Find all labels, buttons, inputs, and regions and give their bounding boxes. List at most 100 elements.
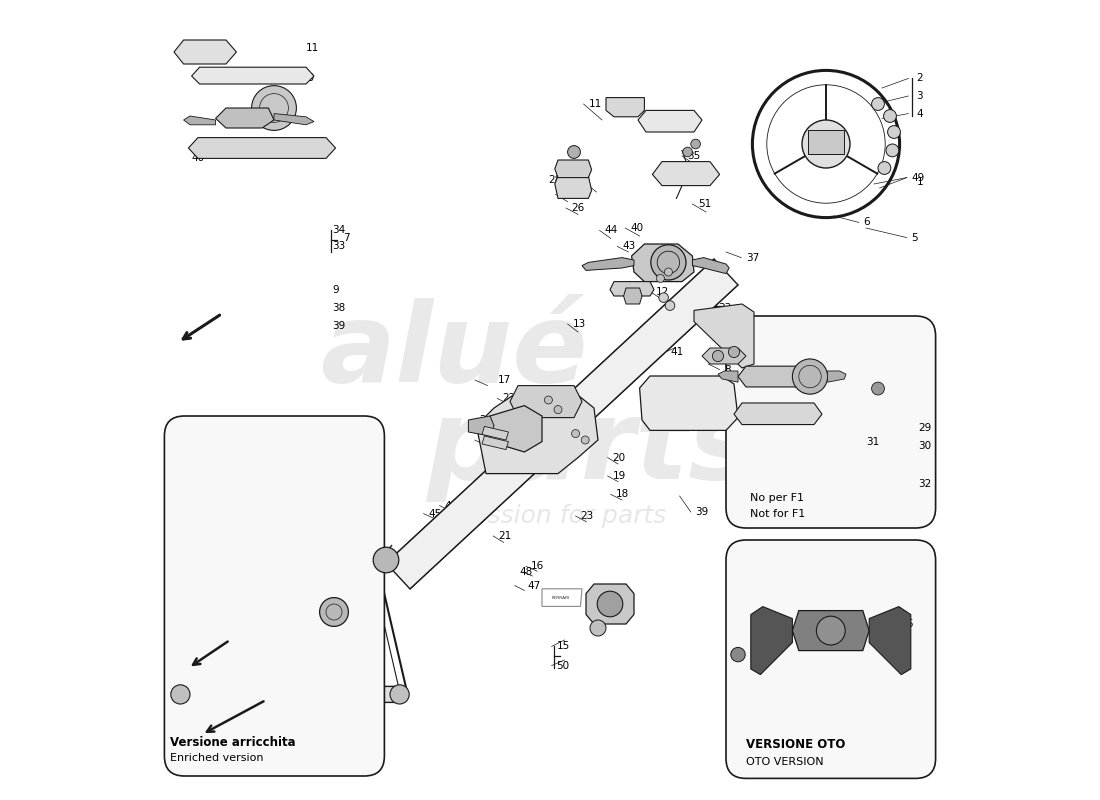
Text: 17: 17 <box>498 375 512 385</box>
Text: No per F1: No per F1 <box>750 493 804 502</box>
Circle shape <box>888 126 901 138</box>
Text: 10: 10 <box>302 74 315 83</box>
Text: parts: parts <box>426 394 755 502</box>
Text: 13: 13 <box>572 319 585 329</box>
Polygon shape <box>184 116 216 125</box>
Polygon shape <box>751 606 792 674</box>
Text: 11: 11 <box>588 99 602 109</box>
Circle shape <box>544 396 552 404</box>
Circle shape <box>683 147 692 157</box>
Text: OTO VERSION: OTO VERSION <box>746 758 824 767</box>
Text: 50: 50 <box>557 661 570 670</box>
Text: 47: 47 <box>528 581 541 590</box>
Text: 5: 5 <box>912 233 918 242</box>
Text: 10: 10 <box>664 114 678 123</box>
Text: 14: 14 <box>667 267 680 277</box>
Circle shape <box>568 146 581 158</box>
Text: 35: 35 <box>688 151 701 161</box>
Text: 9: 9 <box>332 285 339 294</box>
Circle shape <box>691 139 701 149</box>
Circle shape <box>666 301 674 310</box>
Circle shape <box>320 598 349 626</box>
Text: 19: 19 <box>613 471 626 481</box>
Circle shape <box>802 120 850 168</box>
Polygon shape <box>639 376 738 430</box>
Text: 38: 38 <box>332 303 345 313</box>
Text: 33: 33 <box>718 303 732 313</box>
Circle shape <box>590 620 606 636</box>
Polygon shape <box>631 244 694 282</box>
Text: 39: 39 <box>695 507 708 517</box>
Text: 27: 27 <box>560 190 574 199</box>
Circle shape <box>170 685 190 704</box>
Polygon shape <box>692 258 729 274</box>
Polygon shape <box>738 366 806 387</box>
Circle shape <box>657 274 664 282</box>
Polygon shape <box>176 686 408 702</box>
Text: 2: 2 <box>916 74 923 83</box>
Circle shape <box>792 359 827 394</box>
Circle shape <box>597 591 623 617</box>
Polygon shape <box>582 258 634 270</box>
Text: 9: 9 <box>725 387 732 397</box>
Text: 8: 8 <box>725 365 732 374</box>
Circle shape <box>554 406 562 414</box>
Text: 36: 36 <box>682 170 695 179</box>
Polygon shape <box>718 371 738 382</box>
Text: 29: 29 <box>918 423 932 433</box>
Text: 15: 15 <box>557 642 570 651</box>
Text: VERSIONE OTO: VERSIONE OTO <box>746 738 846 751</box>
Circle shape <box>581 436 590 444</box>
Polygon shape <box>606 98 645 117</box>
Polygon shape <box>638 110 702 132</box>
Circle shape <box>871 382 884 395</box>
Circle shape <box>886 144 899 157</box>
Text: 38: 38 <box>718 410 732 419</box>
Text: alué: alué <box>320 298 587 406</box>
Text: 23: 23 <box>581 511 594 521</box>
FancyBboxPatch shape <box>726 540 936 778</box>
Text: 46: 46 <box>444 501 458 510</box>
Text: 41: 41 <box>670 347 683 357</box>
Circle shape <box>664 268 672 276</box>
Text: 34: 34 <box>332 226 345 235</box>
Polygon shape <box>808 130 844 154</box>
Polygon shape <box>554 160 592 178</box>
Circle shape <box>816 616 845 645</box>
Text: 34: 34 <box>718 285 732 294</box>
Polygon shape <box>586 584 634 624</box>
Text: 37: 37 <box>746 253 759 262</box>
Text: 6: 6 <box>864 218 870 227</box>
Text: 3: 3 <box>916 91 923 101</box>
Polygon shape <box>702 348 746 364</box>
Polygon shape <box>386 259 738 589</box>
Text: 22: 22 <box>502 394 515 403</box>
Circle shape <box>713 350 724 362</box>
Text: 43: 43 <box>621 242 636 251</box>
Text: 42: 42 <box>666 330 679 339</box>
Text: 48: 48 <box>519 567 532 577</box>
Text: 39: 39 <box>332 322 345 331</box>
Text: 32: 32 <box>918 479 932 489</box>
Polygon shape <box>476 392 598 474</box>
Circle shape <box>728 346 739 358</box>
Polygon shape <box>469 416 494 436</box>
Text: 31: 31 <box>866 437 879 446</box>
Circle shape <box>659 293 669 302</box>
Polygon shape <box>482 426 508 440</box>
Polygon shape <box>624 288 642 304</box>
Polygon shape <box>510 386 582 418</box>
Polygon shape <box>610 282 654 296</box>
Polygon shape <box>174 40 236 64</box>
Polygon shape <box>490 406 542 452</box>
Text: 16: 16 <box>531 562 544 571</box>
Text: 24: 24 <box>480 415 493 425</box>
Text: 12: 12 <box>656 287 669 297</box>
Polygon shape <box>734 403 822 425</box>
Circle shape <box>373 547 399 573</box>
Polygon shape <box>869 606 911 674</box>
FancyBboxPatch shape <box>726 316 936 528</box>
Text: 51: 51 <box>698 199 712 209</box>
Text: 21: 21 <box>498 531 512 541</box>
Polygon shape <box>792 610 869 650</box>
